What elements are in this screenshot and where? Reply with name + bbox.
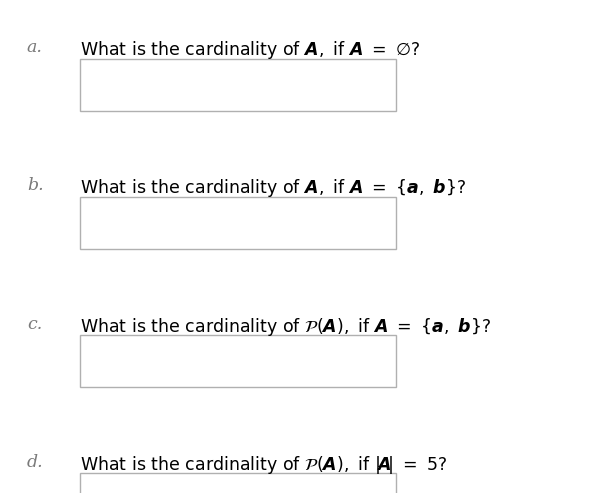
Bar <box>80 473 396 493</box>
Bar <box>80 59 396 111</box>
Bar <box>80 197 396 249</box>
Text: a.: a. <box>27 39 43 56</box>
Text: $\mathrm{What\ is\ the\ cardinality\ of\ }\mathcal{P}\mathrm{(}\boldsymbol{A}\ma: $\mathrm{What\ is\ the\ cardinality\ of\… <box>80 454 447 476</box>
Text: d.: d. <box>27 454 43 470</box>
Text: $\mathrm{What\ is\ the\ cardinality\ of\ }\mathcal{P}\mathrm{(}\boldsymbol{A}\ma: $\mathrm{What\ is\ the\ cardinality\ of\… <box>80 316 491 338</box>
Text: $\mathrm{What\ is\ the\ cardinality\ of\ }\boldsymbol{A}\mathrm{,\ if\ }\boldsym: $\mathrm{What\ is\ the\ cardinality\ of\… <box>80 177 466 200</box>
Text: b.: b. <box>27 177 43 194</box>
Text: $\mathrm{What\ is\ the\ cardinality\ of\ }\boldsymbol{A}\mathrm{,\ if\ }\boldsym: $\mathrm{What\ is\ the\ cardinality\ of\… <box>80 39 421 62</box>
Bar <box>80 335 396 387</box>
Text: c.: c. <box>27 316 42 332</box>
